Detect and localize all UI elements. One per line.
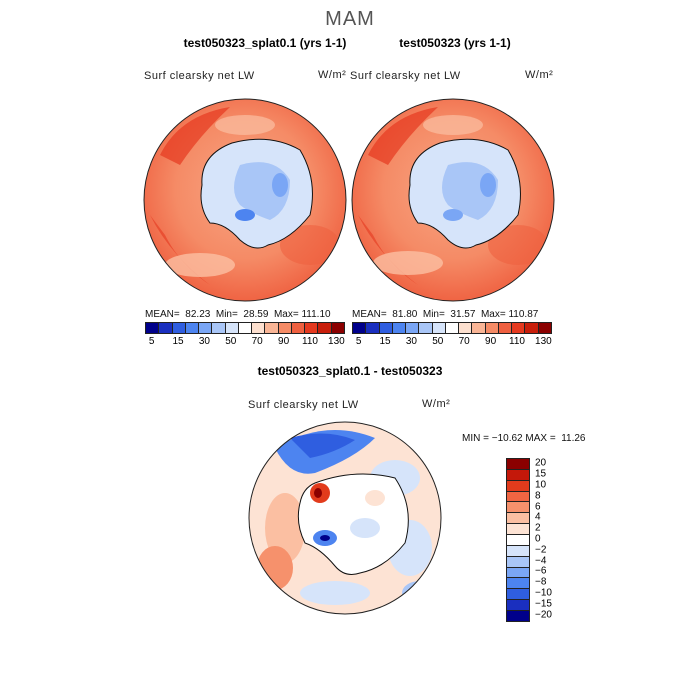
panel2-title: test050323 (yrs 1-1): [399, 36, 511, 50]
colorbar-label: 30: [405, 336, 417, 347]
panel1-map: [143, 98, 347, 302]
panel2-map: [351, 98, 555, 302]
colorbar-swatch: [507, 469, 529, 481]
colorbar-swatch: [419, 323, 433, 333]
colorbar-label: 50: [225, 336, 237, 347]
colorbar-swatch: [305, 323, 319, 333]
panel3-stats: MIN = −10.62 MAX = 11.26: [462, 433, 586, 444]
colorbar-swatch: [199, 323, 213, 333]
panel1-title: test050323_splat0.1 (yrs 1-1): [183, 36, 347, 50]
panel1-units: W/m²: [318, 69, 347, 81]
colorbar-label: −10: [535, 587, 552, 599]
colorbar-panel1-labels: 5 15 30 50 70 90 110 130: [145, 336, 345, 350]
colorbar-label: 15: [172, 336, 184, 347]
colorbar-label: 130: [328, 336, 345, 347]
colorbar-swatch: [507, 545, 529, 557]
colorbar-swatch: [507, 611, 529, 621]
colorbar-swatch: [472, 323, 486, 333]
colorbar-label: 0: [535, 533, 541, 545]
colorbar-label: −2: [535, 544, 547, 556]
colorbar-label: 90: [278, 336, 290, 347]
colorbar-swatch: [159, 323, 173, 333]
colorbar-swatch: [392, 323, 407, 333]
colorbar-swatch: [445, 323, 460, 333]
colorbar-panel2-labels: 5 15 30 50 70 90 110 130: [352, 336, 552, 350]
colorbar-swatch: [212, 323, 226, 333]
colorbar-swatch: [265, 323, 279, 333]
colorbar-label: 10: [535, 479, 547, 491]
colorbar-swatch: [507, 524, 529, 536]
panel2-stats: MEAN= 81.80 Min= 31.57 Max= 110.87: [352, 309, 539, 320]
colorbar-swatch: [507, 567, 529, 579]
panel1-stats: MEAN= 82.23 Min= 28.59 Max= 111.10: [145, 309, 331, 320]
colorbar-swatch: [507, 556, 529, 568]
colorbar-swatch: [507, 502, 529, 514]
colorbar-swatch: [225, 323, 239, 333]
colorbar-label: 15: [379, 336, 391, 347]
panel1-variable: Surf clearsky net LW: [144, 70, 255, 82]
colorbar-swatch: [507, 589, 529, 601]
colorbar-diff: [506, 458, 530, 622]
colorbar-swatch: [507, 600, 529, 612]
colorbar-swatch: [238, 323, 253, 333]
colorbar-swatch: [507, 480, 529, 492]
panel3-title: test050323_splat0.1 - test050323: [257, 364, 443, 378]
panel3-map: [248, 421, 442, 615]
colorbar-swatch: [538, 323, 551, 333]
colorbar-swatch: [172, 323, 186, 333]
colorbar-swatch: [498, 323, 513, 333]
colorbar-swatch: [146, 323, 160, 333]
colorbar-swatch: [512, 323, 526, 333]
colorbar-swatch: [507, 459, 529, 470]
colorbar-label: 130: [535, 336, 552, 347]
colorbar-label: 30: [198, 336, 210, 347]
colorbar-label: 6: [535, 501, 541, 513]
colorbar-swatch: [353, 323, 367, 333]
colorbar-swatch: [291, 323, 306, 333]
colorbar-label: 4: [535, 511, 541, 523]
colorbar-swatch: [525, 323, 539, 333]
colorbar-swatch: [406, 323, 420, 333]
colorbar-swatch: [331, 323, 344, 333]
colorbar-swatch: [185, 323, 200, 333]
colorbar-diff-labels: 20 15 10 8 6 4 2 0 −2 −4 −6 −8 −10 −15 −20: [535, 458, 575, 620]
colorbar-label: 5: [355, 336, 362, 347]
colorbar-label: 5: [148, 336, 155, 347]
colorbar-swatch: [366, 323, 380, 333]
panel3-units: W/m²: [422, 398, 451, 410]
colorbar-swatch: [318, 323, 332, 333]
colorbar-swatch: [379, 323, 393, 333]
colorbar-label: 20: [535, 457, 547, 469]
colorbar-swatch: [485, 323, 499, 333]
panel3-variable: Surf clearsky net LW: [248, 399, 359, 411]
colorbar-panel2: [352, 322, 552, 334]
colorbar-label: 2: [535, 522, 541, 534]
colorbar-label: 8: [535, 490, 541, 502]
colorbar-swatch: [507, 491, 529, 503]
colorbar-label: −4: [535, 555, 547, 567]
colorbar-label: −15: [535, 598, 552, 610]
colorbar-label: 70: [251, 336, 263, 347]
colorbar-label: −6: [535, 565, 547, 577]
colorbar-label: 110: [509, 336, 525, 347]
panel2-variable: Surf clearsky net LW: [350, 70, 461, 82]
colorbar-swatch: [507, 535, 529, 546]
season-title: MAM: [325, 8, 375, 30]
colorbar-label: −20: [535, 609, 552, 621]
colorbar-swatch: [507, 578, 529, 590]
colorbar-panel1: [145, 322, 345, 334]
colorbar-label: 70: [458, 336, 470, 347]
colorbar-label: 15: [535, 468, 547, 480]
colorbar-swatch: [507, 513, 529, 525]
colorbar-label: 90: [485, 336, 497, 347]
colorbar-swatch: [432, 323, 446, 333]
colorbar-swatch: [459, 323, 473, 333]
colorbar-label: −8: [535, 576, 547, 588]
colorbar-swatch: [252, 323, 266, 333]
colorbar-label: 110: [302, 336, 318, 347]
panel2-units: W/m²: [525, 69, 554, 81]
colorbar-swatch: [278, 323, 292, 333]
colorbar-label: 50: [432, 336, 444, 347]
